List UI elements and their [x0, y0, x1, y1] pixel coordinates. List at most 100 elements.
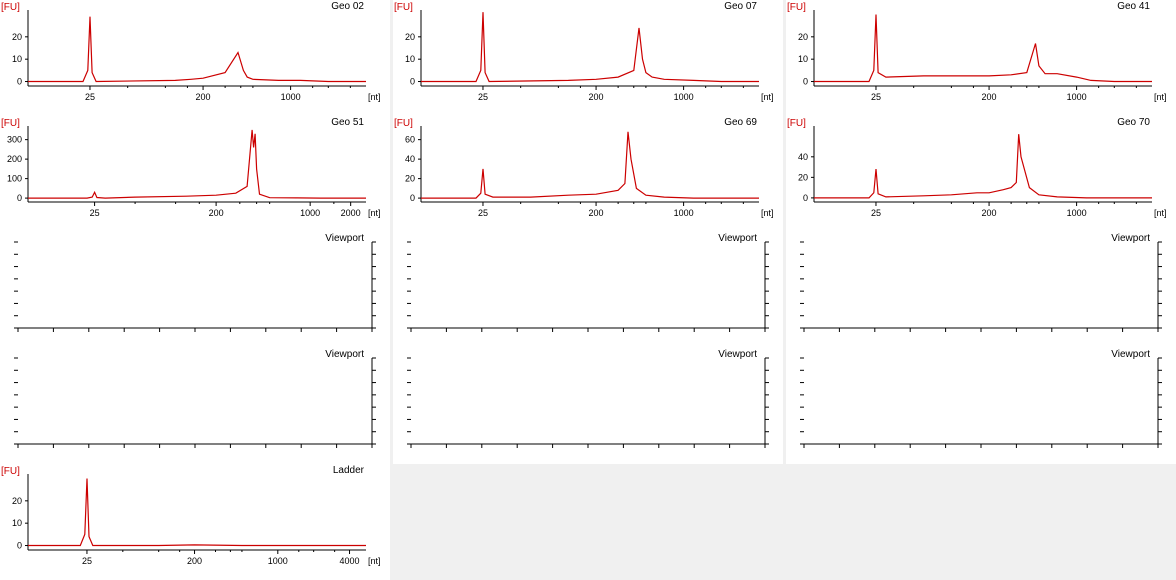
y-tick-label: 0 — [17, 193, 22, 203]
panel-plot — [407, 357, 769, 448]
panel-plot — [14, 241, 376, 332]
electropherogram-trace — [814, 134, 1152, 199]
x-tick-label: 1000 — [268, 556, 288, 566]
y-tick-label: 20 — [405, 32, 415, 42]
x-tick-label: 1000 — [300, 208, 320, 218]
x-tick-label: 25 — [478, 92, 488, 102]
y-tick-label: 10 — [405, 54, 415, 64]
x-tick-label: 25 — [85, 92, 95, 102]
x-tick-label: 200 — [982, 208, 997, 218]
x-tick-label: 25 — [82, 556, 92, 566]
y-unit-label: [FU] — [787, 2, 806, 13]
y-tick-label: 20 — [405, 174, 415, 184]
y-tick-label: 10 — [12, 54, 22, 64]
y-unit-label: [FU] — [1, 466, 20, 477]
y-unit-label: [FU] — [787, 118, 806, 129]
panel-title: Viewport — [718, 349, 757, 360]
y-tick-label: 0 — [17, 77, 22, 87]
y-tick-label: 0 — [803, 77, 808, 87]
sample-panel[interactable]: 0 20 40 60 25 200 1000 [nt] Geo 69 [FU] — [393, 116, 783, 232]
electropherogram-trace — [28, 478, 366, 547]
x-tick-label: 1000 — [1067, 208, 1087, 218]
panel-plot: 0 10 20 25 200 1000 [nt] — [798, 10, 1167, 102]
y-unit-label: [FU] — [394, 118, 413, 129]
electropherogram-trace — [28, 129, 366, 199]
panel-plot — [407, 241, 769, 332]
y-unit-label: [FU] — [394, 2, 413, 13]
electropherogram-trace — [421, 12, 759, 83]
y-tick-label: 200 — [7, 154, 22, 164]
panel-plot: 0 20 40 25 200 1000 [nt] — [798, 126, 1167, 218]
panel-title: Viewport — [1111, 349, 1150, 360]
panel-plot — [14, 357, 376, 448]
x-tick-label: 25 — [90, 208, 100, 218]
x-tick-label: 25 — [478, 208, 488, 218]
panel-plot: 0 10 20 25 200 1000 [nt] — [405, 10, 774, 102]
panel-plot — [800, 357, 1162, 448]
viewport-panel[interactable]: Viewport — [786, 348, 1176, 464]
panel-title: Geo 70 — [1117, 117, 1150, 128]
viewport-panel[interactable]: Viewport — [786, 232, 1176, 348]
panel-title: Viewport — [325, 233, 364, 244]
viewport-panel[interactable]: Viewport — [0, 348, 390, 464]
panel-title: Geo 69 — [724, 117, 757, 128]
x-unit-label: [nt] — [1154, 92, 1167, 102]
x-tick-label: 25 — [871, 92, 881, 102]
y-unit-label: [FU] — [1, 2, 20, 13]
y-tick-label: 300 — [7, 135, 22, 145]
y-tick-label: 20 — [798, 32, 808, 42]
x-tick-label: 25 — [871, 208, 881, 218]
y-tick-label: 0 — [17, 541, 22, 551]
x-unit-label: [nt] — [1154, 208, 1167, 218]
y-tick-label: 40 — [798, 152, 808, 162]
y-tick-label: 0 — [410, 193, 415, 203]
viewport-panel[interactable]: Viewport — [393, 232, 783, 348]
x-unit-label: [nt] — [761, 92, 774, 102]
electropherogram-trace — [814, 14, 1152, 83]
panel-title: Viewport — [325, 349, 364, 360]
panel-plot: 0 10 20 25 200 1000 [nt] — [12, 10, 381, 102]
sample-panel[interactable]: 0 10 20 25 200 1000 [nt] Geo 41 [FU] — [786, 0, 1176, 116]
panel-plot: 0 10 20 25 200 1000 4000 [nt] — [12, 474, 381, 566]
y-tick-label: 20 — [798, 172, 808, 182]
y-tick-label: 40 — [405, 154, 415, 164]
x-unit-label: [nt] — [368, 556, 381, 566]
y-tick-label: 0 — [803, 193, 808, 203]
panel-title: Viewport — [1111, 233, 1150, 244]
x-unit-label: [nt] — [761, 208, 774, 218]
sample-panel[interactable]: 0 20 40 25 200 1000 [nt] Geo 70 [FU] — [786, 116, 1176, 232]
x-tick-label: 200 — [209, 208, 224, 218]
panel-title: Viewport — [718, 233, 757, 244]
y-tick-label: 0 — [410, 77, 415, 87]
panel-plot — [800, 241, 1162, 332]
y-unit-label: [FU] — [1, 118, 20, 129]
sample-panel[interactable]: 0 10 20 25 200 1000 4000 [nt] Ladder [FU] — [0, 464, 390, 580]
panel-plot: 0 20 40 60 25 200 1000 [nt] — [405, 126, 774, 218]
panel-title: Geo 41 — [1117, 1, 1150, 12]
x-tick-label: 200 — [589, 208, 604, 218]
y-tick-label: 20 — [12, 496, 22, 506]
x-tick-label: 200 — [187, 556, 202, 566]
y-tick-label: 60 — [405, 135, 415, 145]
x-tick-label: 4000 — [340, 556, 360, 566]
x-tick-label: 200 — [982, 92, 997, 102]
y-tick-label: 10 — [798, 54, 808, 64]
viewport-panel[interactable]: Viewport — [0, 232, 390, 348]
y-tick-label: 100 — [7, 174, 22, 184]
x-unit-label: [nt] — [368, 92, 381, 102]
x-unit-label: [nt] — [368, 208, 381, 218]
x-tick-label: 1000 — [674, 208, 694, 218]
panel-plot: 0 100 200 300 25 200 1000 2000 [nt] — [7, 126, 381, 218]
electropherogram-trace — [421, 131, 759, 199]
electropherogram-trace — [28, 16, 366, 83]
sample-panel[interactable]: 0 10 20 25 200 1000 [nt] Geo 07 [FU] — [393, 0, 783, 116]
sample-panel[interactable]: 0 100 200 300 25 200 1000 2000 [nt] Geo 51 [FU] — [0, 116, 390, 232]
x-tick-label: 1000 — [1067, 92, 1087, 102]
x-tick-label: 1000 — [281, 92, 301, 102]
viewport-panel[interactable]: Viewport — [393, 348, 783, 464]
x-tick-label: 1000 — [674, 92, 694, 102]
panel-title: Geo 07 — [724, 1, 757, 12]
panel-title: Ladder — [332, 465, 364, 476]
panel-title: Geo 51 — [331, 117, 364, 128]
sample-panel[interactable]: 0 10 20 25 200 1000 [nt] Geo 02 [FU] — [0, 0, 390, 116]
